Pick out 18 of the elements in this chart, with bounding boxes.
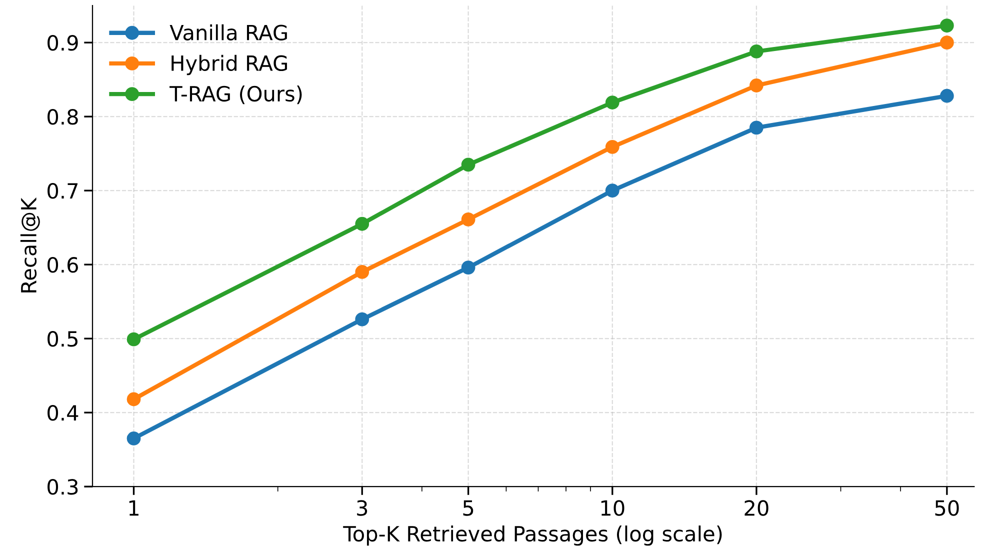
legend-label: Hybrid RAG (172, 54, 287, 76)
y-tick-label: 0.7 (48, 183, 78, 199)
y-tick-label: 0.3 (48, 479, 78, 495)
y-tick-label: 0.5 (48, 331, 78, 347)
x-tick-label: 5 (463, 500, 474, 516)
x-tick-label: 10 (601, 500, 624, 516)
x-tick-label: 20 (744, 500, 768, 516)
x-tick-label: 1 (129, 500, 138, 516)
y-tick-label: 0.6 (48, 257, 78, 273)
y-tick-label: 0.8 (48, 109, 78, 125)
y-tick-label: 0.9 (48, 35, 78, 51)
y-tick-label: 0.4 (48, 405, 78, 421)
x-tick-label: 3 (357, 500, 368, 516)
legend-label: T-RAG (Ours) (170, 86, 302, 104)
x-axis-title: Top-K Retrieved Passages (log scale) (343, 525, 722, 546)
legend-label: Vanilla RAG (170, 24, 287, 40)
y-axis-title: Recall@K (20, 197, 40, 292)
x-tick-label: 50 (935, 500, 959, 516)
